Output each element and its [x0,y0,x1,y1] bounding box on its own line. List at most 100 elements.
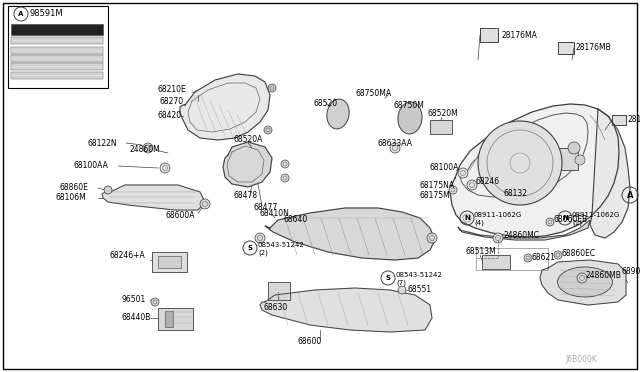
Circle shape [467,180,477,190]
Text: 68100A: 68100A [430,164,460,173]
Circle shape [264,126,272,134]
Polygon shape [458,220,590,240]
Text: 68513M: 68513M [465,247,496,257]
Text: 08543-51242: 08543-51242 [396,272,443,278]
Bar [11,72,103,79]
Circle shape [281,160,289,168]
FancyBboxPatch shape [558,42,574,54]
Polygon shape [590,109,630,238]
Text: 28176MA: 28176MA [502,31,538,39]
Text: (2): (2) [258,250,268,256]
Text: 28176M: 28176M [628,115,640,125]
Text: 68270: 68270 [160,96,184,106]
Circle shape [449,186,457,194]
Text: 68410N: 68410N [260,209,290,218]
Circle shape [575,155,585,165]
Text: A: A [627,190,633,199]
Circle shape [390,143,400,153]
Text: N: N [562,215,568,221]
Text: 08911-1062G: 08911-1062G [474,212,522,218]
Text: 68750MA: 68750MA [355,89,391,97]
Text: 08543-51242: 08543-51242 [258,242,305,248]
Text: 68600: 68600 [298,337,323,346]
Polygon shape [180,74,270,140]
Circle shape [458,168,468,178]
Text: 68520: 68520 [314,99,338,108]
Bar [152,252,187,272]
Bar [548,148,578,170]
Text: 24860M: 24860M [129,145,160,154]
Bar [268,282,290,300]
Circle shape [268,84,276,92]
Text: 68175M: 68175M [420,190,451,199]
Circle shape [160,163,170,173]
Text: 68860EC: 68860EC [562,248,596,257]
Text: (7): (7) [396,280,406,286]
Circle shape [493,233,503,243]
Polygon shape [223,142,272,187]
Circle shape [104,186,112,194]
Text: 68440B: 68440B [122,314,152,323]
Text: 68900: 68900 [622,267,640,276]
Text: 28176MB: 28176MB [576,44,612,52]
Text: 68860E: 68860E [60,183,89,192]
Text: 68630: 68630 [264,304,288,312]
Polygon shape [102,185,205,210]
Text: 68478: 68478 [233,192,257,201]
Text: 98591M: 98591M [30,10,63,19]
Polygon shape [450,104,619,237]
Text: 68551: 68551 [408,285,432,295]
Text: 68420: 68420 [157,112,181,121]
Text: 24860MB: 24860MB [586,272,622,280]
Bar [165,311,173,327]
FancyBboxPatch shape [480,28,498,42]
Bar [482,255,510,269]
Bar [11,55,103,62]
Text: 68246+A: 68246+A [110,250,146,260]
Text: A: A [19,11,24,17]
Text: S: S [385,275,390,281]
FancyBboxPatch shape [612,115,626,125]
Polygon shape [260,288,432,332]
Bar [8,6,108,88]
Text: 68106M: 68106M [55,193,86,202]
Circle shape [151,298,159,306]
Circle shape [524,254,532,262]
Text: 68750M: 68750M [394,100,425,109]
Text: J6B000K: J6B000K [565,356,597,365]
Text: 68621: 68621 [532,253,556,262]
Text: 68520M: 68520M [428,109,459,118]
Text: 68210E: 68210E [157,86,186,94]
Circle shape [478,121,562,205]
Circle shape [255,233,265,243]
Text: 68600A: 68600A [165,211,195,219]
Text: (1): (1) [572,220,582,226]
Circle shape [143,143,153,153]
Text: 68122N: 68122N [88,138,118,148]
Text: 68175NA: 68175NA [420,180,455,189]
Circle shape [546,218,554,226]
Bar [11,63,103,70]
Circle shape [554,251,562,259]
Text: (4): (4) [474,220,484,226]
Bar [430,120,452,134]
Bar [158,256,181,268]
Text: 68246: 68246 [475,177,499,186]
Ellipse shape [327,99,349,129]
Text: 68520A: 68520A [234,135,264,144]
Text: 08911-1062G: 08911-1062G [572,212,620,218]
Bar [158,308,193,330]
Text: 24860MC: 24860MC [503,231,539,240]
Circle shape [281,174,289,182]
Circle shape [398,286,406,294]
Text: 68640: 68640 [283,215,307,224]
Text: 96501: 96501 [122,295,147,304]
Text: 68100AA: 68100AA [73,161,108,170]
Ellipse shape [557,267,612,297]
Text: 68633AA: 68633AA [378,138,413,148]
Text: S: S [248,245,253,251]
Ellipse shape [398,102,422,134]
Bar [11,47,103,54]
Circle shape [200,199,210,209]
Text: 68477: 68477 [253,203,277,212]
